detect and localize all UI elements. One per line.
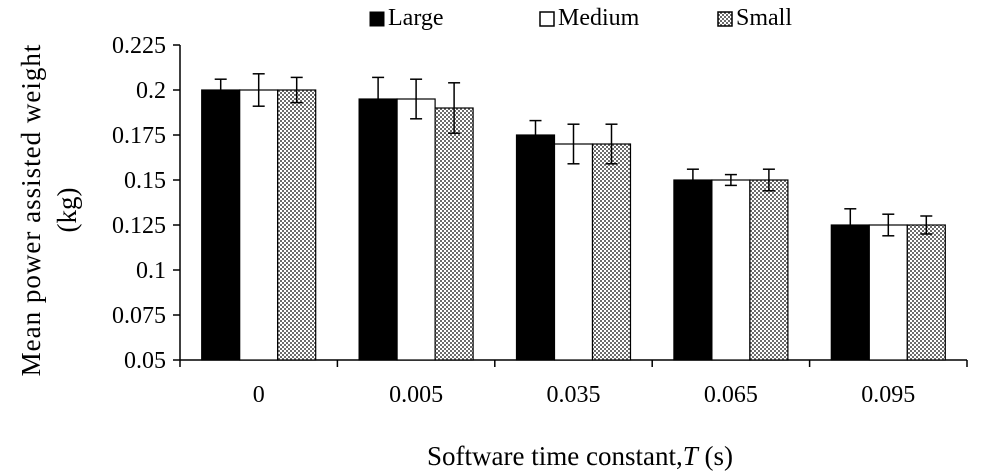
bar-small: [277, 89, 317, 361]
x-tick-label: 0.005: [389, 382, 443, 408]
y-axis-title-line2: (kg): [52, 188, 82, 233]
bar-medium: [868, 224, 908, 361]
legend-label-small: Small: [736, 5, 792, 31]
y-tick-label: 0.15: [124, 168, 166, 194]
bar-small: [591, 143, 632, 361]
bar-medium: [711, 179, 751, 361]
bar-medium: [239, 89, 279, 361]
x-axis-title: Software time constant,T (s): [427, 441, 733, 471]
bar-small: [749, 179, 789, 361]
y-axis-title-line1: Mean power assisted weight: [16, 44, 46, 377]
y-axis-title: Mean power assisted weight (kg): [16, 44, 82, 377]
x-tick-label: 0.095: [861, 382, 915, 408]
x-axis-title-prefix: Software time constant,: [427, 441, 683, 471]
legend-label-large: Large: [388, 5, 444, 31]
y-tick-label: 0.05: [124, 348, 166, 374]
bar-large: [515, 134, 556, 361]
y-tick-label: 0.125: [112, 213, 166, 239]
legend-label-medium: Medium: [558, 5, 640, 31]
y-tick-label: 0.175: [112, 123, 166, 149]
x-tick-label: 0.065: [704, 382, 758, 408]
x-tick-label: 0.035: [547, 382, 601, 408]
bar-large: [673, 179, 713, 361]
x-tick-label: 0: [253, 382, 265, 408]
bar-medium: [396, 98, 436, 361]
y-tick-label: 0.2: [136, 78, 166, 104]
bar-medium: [553, 143, 594, 361]
plot-area: 0.225 0.2 0.175 0.15 0.125 0.1 0.075 0.05 0 0.005…: [112, 33, 968, 408]
bar-small: [906, 224, 946, 361]
x-axis-title-variable: T: [683, 441, 700, 471]
bar-large: [201, 89, 241, 361]
bar-small: [434, 107, 474, 361]
x-axis-title-suffix: (s): [698, 441, 733, 471]
y-tick-label: 0.1: [136, 258, 166, 284]
bar-large: [830, 224, 870, 361]
legend-swatch-large: [369, 11, 385, 27]
y-tick-label: 0.225: [112, 33, 166, 59]
legend-swatch-medium: [539, 11, 555, 27]
legend-swatch-small: [717, 11, 733, 27]
legend: Large Medium Small: [369, 5, 792, 31]
bar-large: [358, 98, 398, 361]
y-tick-label: 0.075: [112, 303, 166, 329]
